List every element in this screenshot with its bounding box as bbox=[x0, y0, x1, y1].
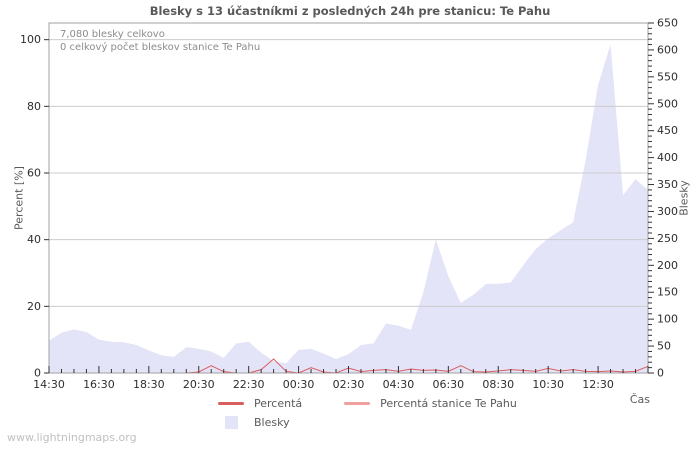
left-axis-title: Percent [%] bbox=[12, 166, 26, 230]
legend-label-blesky: Blesky bbox=[254, 416, 290, 429]
y-tick-label-left: 20 bbox=[27, 300, 41, 313]
watermark-url: www.lightningmaps.org bbox=[7, 431, 137, 444]
y-tick-label-left: 0 bbox=[34, 367, 41, 380]
legend-row: Percentá Percentá stanice Te Pahu bbox=[218, 397, 517, 410]
right-axis-title: Blesky bbox=[677, 180, 691, 216]
y-tick-label-right: 400 bbox=[657, 151, 678, 164]
y-tick-label-left: 40 bbox=[27, 233, 41, 246]
legend-item-percenta-stanice: Percentá stanice Te Pahu bbox=[344, 397, 517, 410]
x-tick-label: 14:30 bbox=[33, 378, 65, 391]
x-tick-label: 10:30 bbox=[532, 378, 564, 391]
y-tick-label-right: 300 bbox=[657, 205, 678, 218]
legend-item-percenta: Percentá bbox=[218, 397, 302, 410]
legend-swatch-percenta bbox=[218, 402, 244, 405]
x-axis-title: Čas bbox=[629, 393, 650, 406]
legend-swatch-blesky bbox=[225, 416, 238, 429]
blesky-area bbox=[49, 44, 648, 374]
x-tick-label: 16:30 bbox=[83, 378, 115, 391]
y-tick-label-right: 50 bbox=[657, 340, 671, 353]
x-tick-label: 04:30 bbox=[383, 378, 415, 391]
x-tick-label: 22:30 bbox=[233, 378, 265, 391]
annotation-station-strikes: 0 celkový počet bleskov stanice Te Pahu bbox=[60, 42, 261, 53]
y-tick-label-right: 200 bbox=[657, 259, 678, 272]
y-tick-label-right: 350 bbox=[657, 178, 678, 191]
x-tick-label: 08:30 bbox=[482, 378, 514, 391]
x-tick-label: 12:30 bbox=[582, 378, 614, 391]
x-tick-label: 00:30 bbox=[283, 378, 315, 391]
chart-title: Blesky s 13 účastníkmi z posledných 24h … bbox=[149, 4, 551, 18]
legend-item-blesky: Blesky bbox=[218, 416, 290, 429]
y-tick-label-right: 600 bbox=[657, 43, 678, 56]
y-tick-label-right: 150 bbox=[657, 286, 678, 299]
y-tick-label-right: 250 bbox=[657, 232, 678, 245]
y-tick-label-left: 100 bbox=[20, 33, 41, 46]
x-tick-label: 18:30 bbox=[133, 378, 165, 391]
x-tick-label: 06:30 bbox=[432, 378, 464, 391]
y-tick-label-left: 80 bbox=[27, 100, 41, 113]
y-tick-label-right: 550 bbox=[657, 70, 678, 83]
x-tick-label: 20:30 bbox=[183, 378, 215, 391]
x-tick-label: 02:30 bbox=[333, 378, 365, 391]
legend: Percentá Percentá stanice Te Pahu Blesky bbox=[218, 397, 517, 429]
legend-swatch-percenta-stanice bbox=[344, 402, 371, 405]
y-tick-label-right: 650 bbox=[657, 17, 678, 30]
annotation-total-strikes: 7,080 blesky celkovo bbox=[60, 29, 165, 40]
legend-row: Blesky bbox=[218, 416, 517, 429]
legend-label-percenta: Percentá bbox=[254, 397, 303, 410]
y-tick-label-right: 0 bbox=[657, 367, 664, 380]
y-tick-label-right: 500 bbox=[657, 97, 678, 110]
y-tick-label-right: 450 bbox=[657, 124, 678, 137]
y-tick-label-right: 100 bbox=[657, 313, 678, 326]
y-tick-label-left: 60 bbox=[27, 167, 41, 180]
legend-label-percenta-stanice: Percentá stanice Te Pahu bbox=[380, 397, 517, 410]
